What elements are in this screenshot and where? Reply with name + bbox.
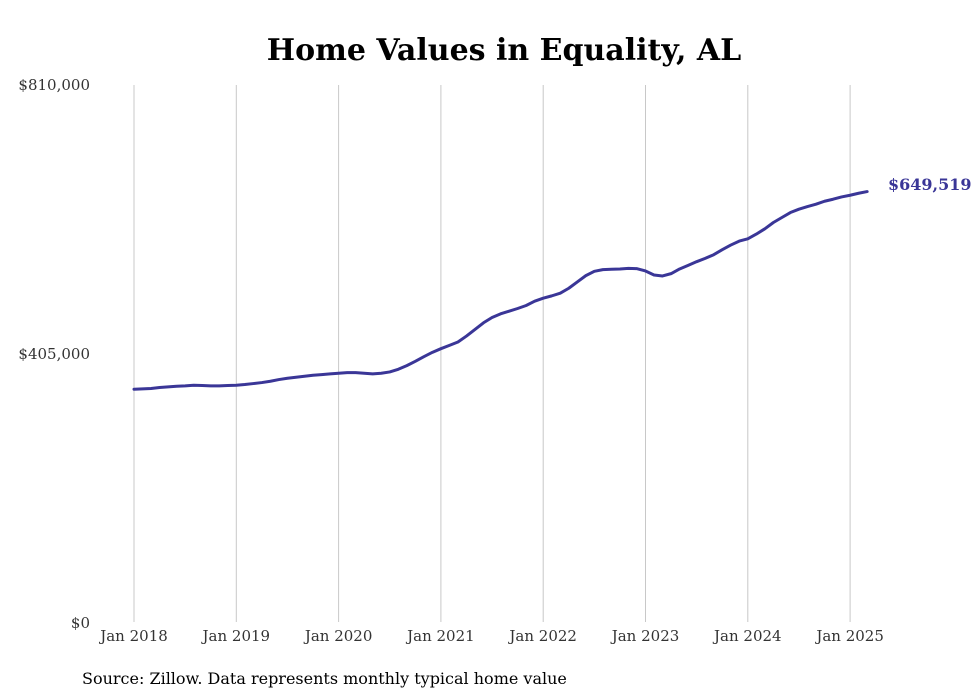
x-axis-tick-labels: Jan 2018 Jan 2019 Jan 2020 Jan 2021 Jan 2022…: [98, 627, 884, 645]
x-tick-label: Jan 2019: [201, 627, 271, 645]
x-tick-label: Jan 2020: [303, 627, 373, 645]
y-tick-label: $405,000: [18, 345, 90, 363]
x-tick-label: Jan 2018: [98, 627, 168, 645]
x-tick-label: Jan 2025: [814, 627, 884, 645]
last-value-label: $649,519: [888, 175, 972, 194]
y-axis-tick-labels: $0 $405,000 $810,000: [18, 76, 90, 632]
source-note: Source: Zillow. Data represents monthly …: [82, 669, 567, 688]
x-tick-label: Jan 2023: [610, 627, 680, 645]
series-line: [132, 190, 869, 391]
series-layer: [132, 190, 869, 391]
x-tick-label: Jan 2024: [712, 627, 782, 645]
y-tick-label: $810,000: [18, 76, 90, 94]
x-tick-label: Jan 2022: [507, 627, 577, 645]
chart-title: Home Values in Equality, AL: [267, 33, 741, 68]
x-tick-label: Jan 2021: [405, 627, 475, 645]
gridlines: [133, 85, 851, 622]
y-tick-label: $0: [71, 614, 90, 632]
